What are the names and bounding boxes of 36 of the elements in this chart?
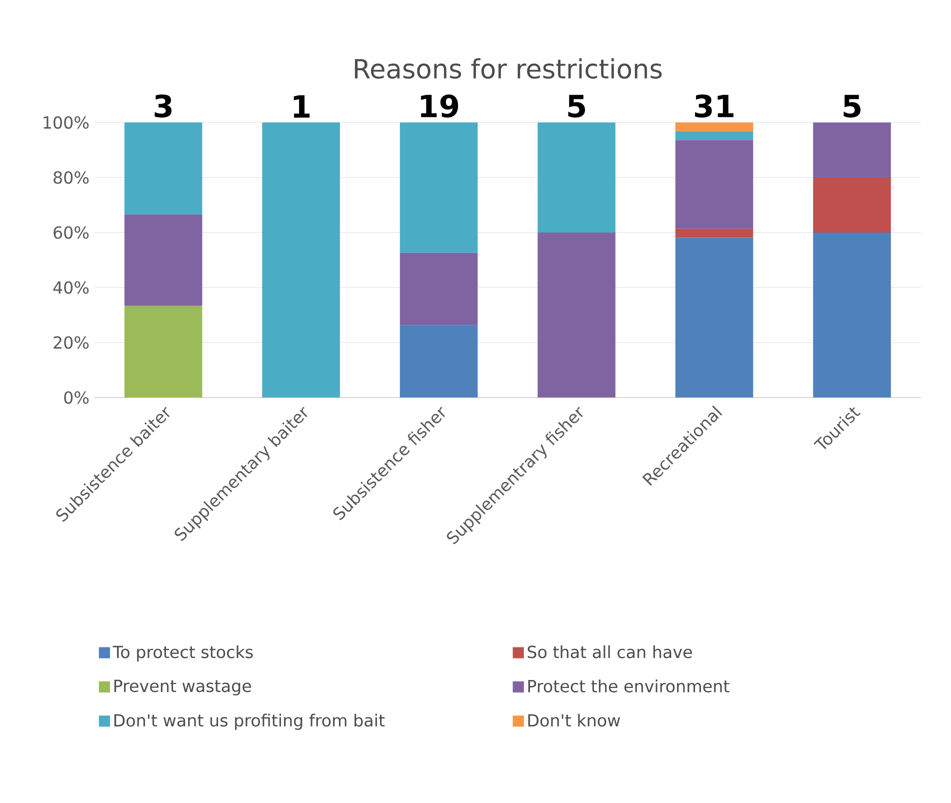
bar — [813, 122, 891, 178]
bar — [675, 228, 754, 238]
y-tick-label: 80% — [54, 171, 89, 184]
bar — [124, 122, 202, 214]
bar — [124, 306, 202, 398]
legend-label: Protect the environment — [528, 680, 730, 692]
y-tick-label: 40% — [53, 281, 89, 294]
y-tick-label: 100% — [44, 116, 89, 129]
legend-label: To protect stocks — [112, 645, 253, 662]
bar — [675, 122, 754, 132]
legend-label: Don't know — [528, 714, 620, 727]
legend-label: Prevent wastage — [114, 680, 252, 696]
bar — [262, 122, 340, 398]
bar — [124, 214, 202, 306]
chart-title: Reasons for restrictions — [354, 58, 662, 79]
bar — [675, 140, 754, 229]
bar — [813, 177, 891, 232]
bar — [675, 238, 754, 398]
legend-label: So that all can have — [528, 645, 692, 658]
text: 31 — [695, 94, 734, 118]
bar — [538, 122, 616, 232]
bar — [538, 232, 616, 398]
text: 19 — [420, 94, 458, 118]
text: 5 — [844, 94, 860, 118]
bar — [400, 122, 478, 253]
text: 3 — [154, 94, 172, 118]
text: 5 — [568, 94, 586, 118]
bar — [813, 232, 891, 398]
bar — [400, 325, 478, 398]
text: 1 — [294, 95, 310, 118]
y-tick-label: 0% — [64, 391, 89, 404]
bar — [400, 252, 478, 326]
y-tick-label: 20% — [54, 336, 89, 349]
bar — [675, 131, 754, 140]
legend-label: Don't want us profiting from bait — [114, 714, 385, 730]
y-tick-label: 60% — [54, 226, 89, 239]
